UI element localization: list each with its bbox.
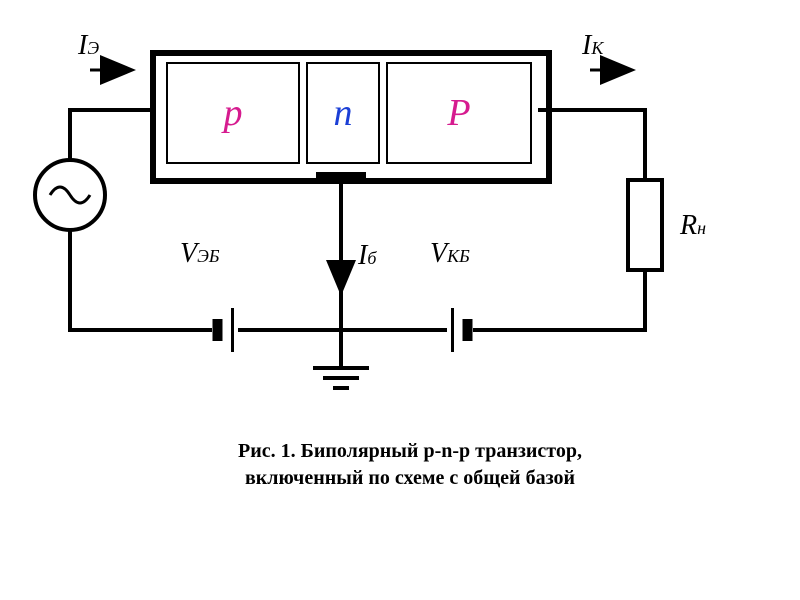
label-R_H: Rн <box>680 210 706 242</box>
label-I_E: IЭ <box>78 30 99 62</box>
region-collector-p: P <box>386 62 532 164</box>
label-V_EB: VЭБ <box>180 238 220 270</box>
diagram-canvas: { "figure": { "type": "circuit-diagram",… <box>0 0 800 600</box>
caption-line2: включенный по схеме с общей базой <box>130 467 690 490</box>
label-I_K: IК <box>582 30 603 62</box>
region-base-n: n <box>306 62 380 164</box>
caption-line1: Рис. 1. Биполярный p-n-p транзистор, <box>238 440 582 462</box>
label-I_B: Iб <box>358 240 376 272</box>
figure-caption: Рис. 1. Биполярный p-n-p транзистор, вкл… <box>130 440 690 490</box>
region-emitter-p: p <box>166 62 300 164</box>
label-V_KB: VКБ <box>430 238 470 270</box>
